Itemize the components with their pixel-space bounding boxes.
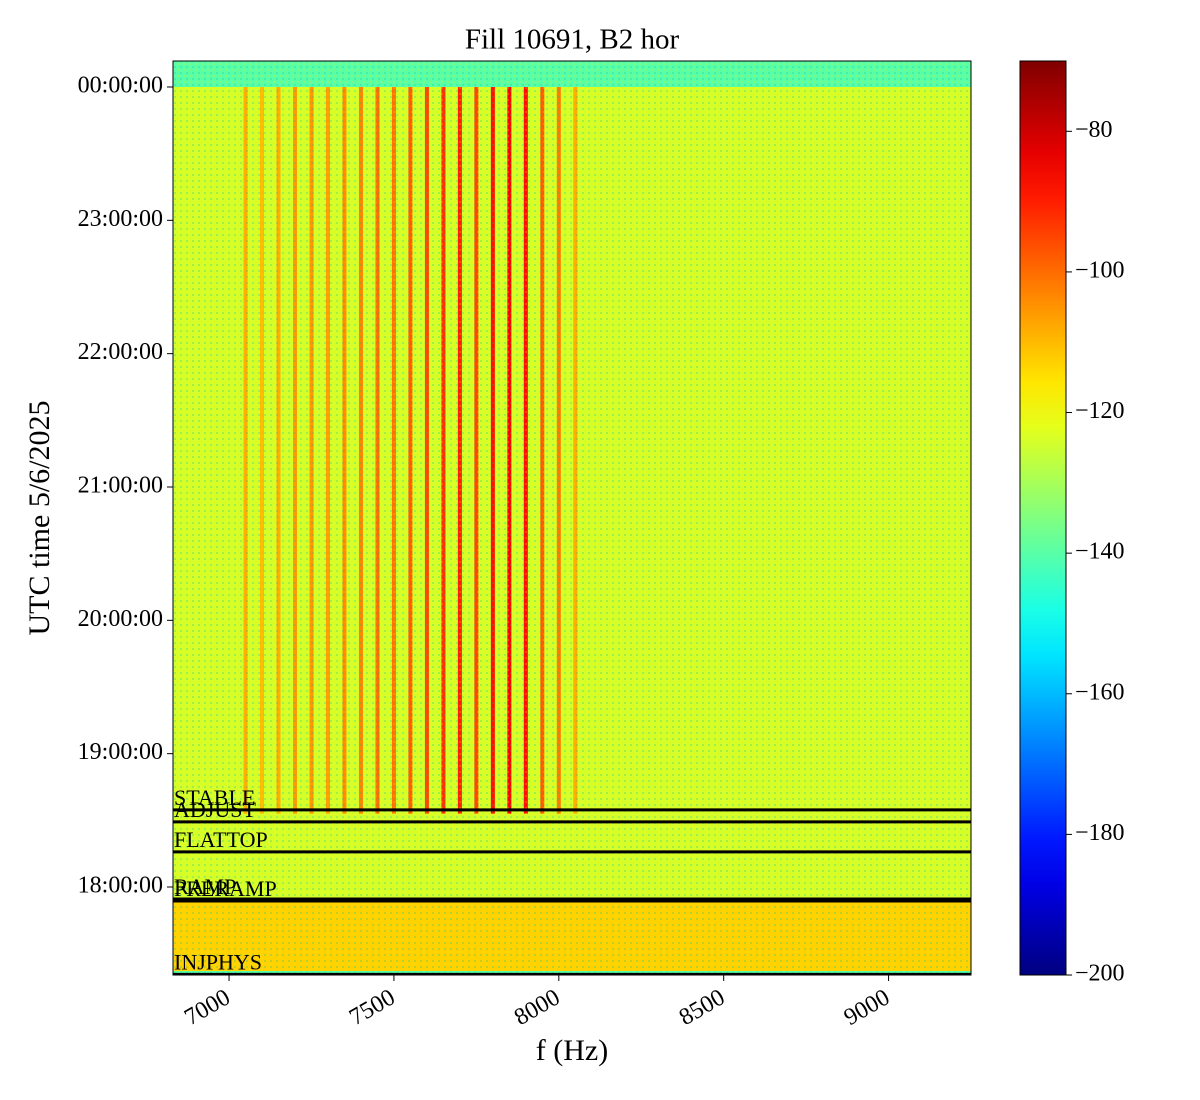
y-tick-label: 18:00:00 <box>78 873 163 899</box>
y-tick-label: 00:00:00 <box>78 73 163 99</box>
x-axis-label: f (Hz) <box>536 1034 608 1067</box>
mode-label: RAMP <box>174 874 236 899</box>
y-tick-label: 22:00:00 <box>78 339 163 365</box>
y-tick-label: 19:00:00 <box>78 739 163 765</box>
colorbar-tick-label: −80 <box>1075 117 1113 143</box>
colorbar-tick-label: −160 <box>1075 679 1125 705</box>
x-tick-label: 7500 <box>345 984 400 1031</box>
colorbar <box>1019 60 1067 976</box>
mode-label: FLATTOP <box>174 827 268 852</box>
colorbar-tick-label: −200 <box>1075 961 1125 987</box>
mode-label: INJPHYS <box>174 949 262 974</box>
x-tick-label: 8000 <box>510 984 565 1031</box>
y-tick-label: 23:00:00 <box>78 206 163 232</box>
chart-title: Fill 10691, B2 hor <box>465 24 680 56</box>
x-tick-label: 7000 <box>180 984 235 1031</box>
colorbar-tick-label: −120 <box>1075 398 1125 424</box>
y-axis-label: UTC time 5/6/2025 <box>23 401 56 636</box>
x-tick-label: 8500 <box>675 984 730 1031</box>
mode-label: STABLE <box>174 785 255 810</box>
x-tick-label: 9000 <box>840 984 895 1031</box>
mode-label: ADJUST <box>174 797 256 822</box>
y-tick-label: 20:00:00 <box>78 606 163 632</box>
y-tick-label: 21:00:00 <box>78 473 163 499</box>
colorbar-tick-label: −140 <box>1075 539 1125 565</box>
plot-frame <box>172 60 972 976</box>
mode-label: PRERAMP <box>174 876 277 901</box>
noise <box>173 61 971 975</box>
colorbar-tick-label: −100 <box>1075 257 1125 283</box>
colorbar-tick-label: −180 <box>1075 820 1125 846</box>
